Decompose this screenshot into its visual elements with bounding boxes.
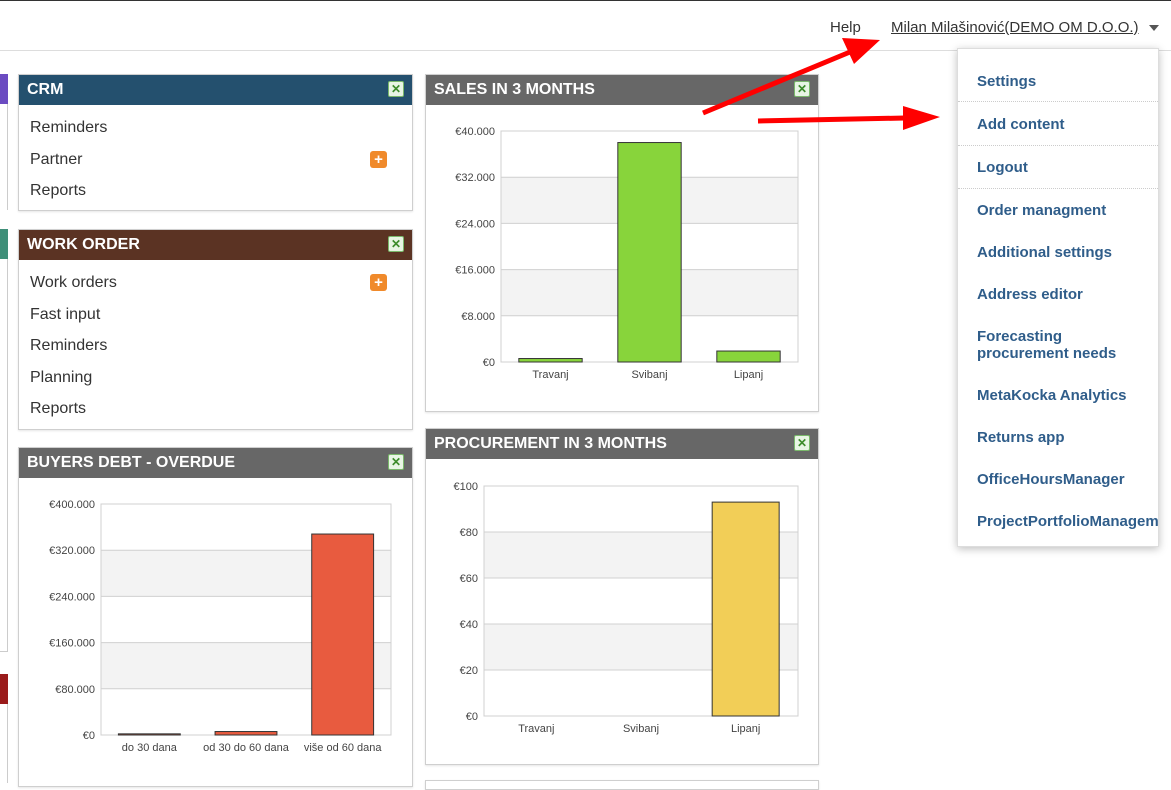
user-menu-link[interactable]: Milan Milašinović(DEMO OM D.O.O.) <box>891 19 1139 36</box>
crm-widget-header[interactable]: CRM ✕ <box>19 75 412 105</box>
x-tick-label: Lipanj <box>734 369 763 381</box>
x-tick-label: Lipanj <box>731 723 760 735</box>
crm-link-reports[interactable]: Reports <box>30 182 87 199</box>
x-tick-label: od 30 do 60 dana <box>203 742 290 754</box>
close-icon[interactable]: ✕ <box>794 435 810 451</box>
help-link[interactable]: Help <box>830 19 861 36</box>
y-tick-label: €24.000 <box>455 218 495 230</box>
sales-widget-title: SALES IN 3 MONTHS <box>434 81 595 98</box>
partial-widget-body <box>0 259 8 652</box>
partial-widget-header-teal <box>0 229 8 259</box>
menu-item-order-managment[interactable]: Order managment <box>977 202 1107 219</box>
chevron-down-icon[interactable] <box>1149 25 1159 31</box>
buyers-debt-widget-header[interactable]: BUYERS DEBT - OVERDUE ✕ <box>19 448 412 478</box>
y-tick-label: €60 <box>460 573 478 585</box>
work-order-widget: WORK ORDER ✕ Work orders + Fast input Rem… <box>18 229 413 430</box>
bar[interactable] <box>117 733 181 736</box>
partial-widget-body <box>0 104 8 210</box>
work-order-link-fast-input[interactable]: Fast input <box>30 305 101 323</box>
y-tick-label: €80.000 <box>55 684 95 696</box>
close-icon[interactable]: ✕ <box>388 454 404 470</box>
bar[interactable] <box>311 533 375 736</box>
work-order-link-reports[interactable]: Reports <box>30 400 87 417</box>
menu-item-address-editor[interactable]: Address editor <box>977 286 1083 303</box>
work-order-link-work-orders[interactable]: Work orders + <box>19 272 412 304</box>
menu-item-additional-settings[interactable]: Additional settings <box>977 244 1112 261</box>
close-icon[interactable]: ✕ <box>794 81 810 97</box>
work-order-widget-header[interactable]: WORK ORDER ✕ <box>19 230 412 260</box>
work-order-widget-title: WORK ORDER <box>27 236 140 253</box>
buyers-debt-widget: BUYERS DEBT - OVERDUE ✕ €0 €80.000 €160.00… <box>18 447 413 787</box>
menu-divider <box>958 188 1158 189</box>
y-tick-label: €16.000 <box>455 265 495 277</box>
top-bar: Help Milan Milašinović(DEMO OM D.O.O.) <box>0 0 1171 51</box>
menu-item-projectportfoliomanagement[interactable]: ProjectPortfolioManagement <box>977 513 1159 530</box>
bar[interactable] <box>518 358 583 363</box>
x-tick-label: Svibanj <box>623 723 659 735</box>
y-tick-label: €0 <box>83 730 95 742</box>
sales-widget: SALES IN 3 MONTHS ✕ €0 €8.000 €16.000 €24.0… <box>425 74 819 412</box>
menu-item-metakocka-analytics[interactable]: MetaKocka Analytics <box>977 387 1127 404</box>
y-tick-label: €320.000 <box>49 545 95 557</box>
procurement-chart: €0 €20 €40 €60 €80 €100 Travanj Svibanj Lipanj <box>454 481 799 735</box>
add-icon[interactable]: + <box>370 150 387 168</box>
y-tick-label: €400.000 <box>49 499 95 511</box>
menu-item-settings[interactable]: Settings <box>977 73 1037 90</box>
y-tick-label: €32.000 <box>455 172 495 184</box>
y-tick-label: €8.000 <box>461 311 495 323</box>
add-icon[interactable]: + <box>370 274 387 291</box>
x-tick-label: do 30 dana <box>122 742 178 754</box>
y-tick-label: €40.000 <box>455 126 495 138</box>
annotation-arrow-to-add-content <box>757 106 940 130</box>
annotation-arrow-to-user-menu <box>702 38 880 116</box>
y-tick-label: €240.000 <box>49 591 95 603</box>
menu-divider <box>958 101 1158 102</box>
y-tick-label: €160.000 <box>49 638 95 650</box>
buyers-debt-chart: €0 €80.000 €160.000 €240.000 €320.000 €400.00… <box>49 499 392 754</box>
close-icon[interactable]: ✕ <box>388 236 404 252</box>
crm-widget-title: CRM <box>27 81 64 98</box>
partial-widget-header-red <box>0 674 8 704</box>
x-tick-label: Travanj <box>532 369 568 381</box>
y-tick-label: €40 <box>460 619 478 631</box>
bar[interactable] <box>711 501 780 717</box>
y-tick-label: €20 <box>460 665 478 677</box>
menu-item-add-content[interactable]: Add content <box>977 116 1065 133</box>
procurement-widget-title: PROCUREMENT IN 3 MONTHS <box>434 435 667 452</box>
menu-item-returns-app[interactable]: Returns app <box>977 429 1065 446</box>
sales-chart: €0 €8.000 €16.000 €24.000 €32.000 €40.000 Trav… <box>455 126 799 381</box>
close-icon[interactable]: ✕ <box>388 81 404 97</box>
x-tick-label: Svibanj <box>631 369 667 381</box>
x-tick-label: Travanj <box>518 723 554 735</box>
y-tick-label: €80 <box>460 527 478 539</box>
y-tick-label: €100 <box>454 481 478 493</box>
buyers-debt-widget-title: BUYERS DEBT - OVERDUE <box>27 454 236 471</box>
crm-widget: CRM ✕ Reminders Partner + Reports <box>18 74 413 211</box>
procurement-widget: PROCUREMENT IN 3 MONTHS ✕ €0 €20 €40 €60 €80… <box>425 428 819 765</box>
work-order-link-planning[interactable]: Planning <box>30 368 93 386</box>
menu-item-logout[interactable]: Logout <box>977 159 1028 176</box>
menu-item-officehoursmanager[interactable]: OfficeHoursManager <box>977 471 1125 488</box>
partial-widget-header-purple <box>0 74 8 104</box>
work-order-link-reminders[interactable]: Reminders <box>30 337 108 354</box>
crm-link-partner[interactable]: Partner + <box>19 149 412 181</box>
bar[interactable] <box>617 142 682 363</box>
bar[interactable] <box>214 731 278 736</box>
bar[interactable] <box>716 350 781 363</box>
menu-item-forecasting-procurement-needs[interactable]: Forecasting procurement needs <box>977 328 1117 362</box>
partial-widget-body <box>0 704 8 783</box>
user-dropdown-menu: Settings Add content Logout Order managm… <box>957 48 1159 547</box>
y-tick-label: €0 <box>466 711 478 723</box>
x-tick-label: više od 60 dana <box>304 742 383 754</box>
plot-frame <box>483 485 799 717</box>
menu-divider <box>958 145 1158 146</box>
y-tick-label: €0 <box>483 357 495 369</box>
procurement-widget-header[interactable]: PROCUREMENT IN 3 MONTHS ✕ <box>426 429 818 459</box>
sales-widget-header[interactable]: SALES IN 3 MONTHS ✕ <box>426 75 818 105</box>
crm-link-reminders[interactable]: Reminders <box>30 119 108 136</box>
